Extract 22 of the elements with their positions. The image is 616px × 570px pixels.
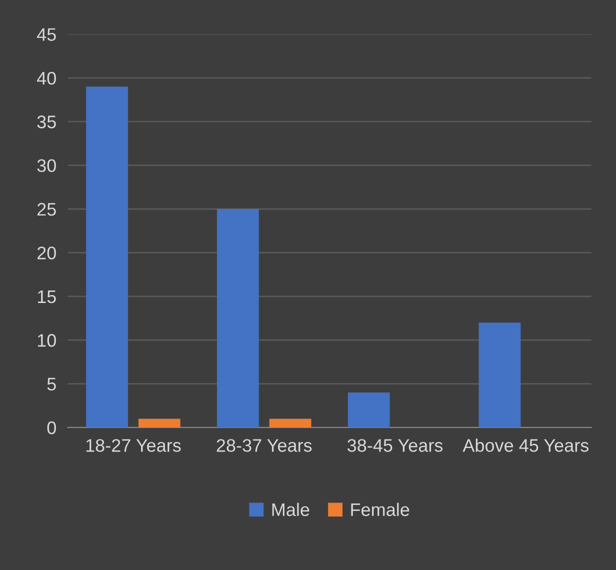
y-tick-label: 45	[36, 28, 56, 41]
y-tick-label: 30	[37, 159, 56, 172]
y-tick-label: 20	[37, 246, 56, 260]
bar	[86, 86, 128, 428]
x-tick-label: 38-45 Years	[348, 439, 443, 452]
y-tick-label: 10	[38, 334, 56, 347]
bar	[216, 209, 259, 428]
x-tick-label: 18-27 Years	[86, 439, 181, 452]
y-tick-label: 35	[37, 116, 56, 128]
bar	[269, 418, 312, 428]
x-tick-label: 28-37 Years	[216, 439, 312, 452]
legend-label: Female	[351, 502, 410, 516]
y-tick-label: 0	[47, 421, 56, 434]
y-tick-label: 25	[37, 202, 56, 216]
bar	[478, 322, 521, 428]
y-tick-label: 5	[47, 378, 56, 391]
x-tick-label: Above 45 Years	[462, 438, 589, 452]
bar	[348, 392, 390, 428]
legend-label: Male	[272, 502, 310, 516]
bar	[138, 418, 180, 428]
y-tick-label: 15	[38, 290, 56, 304]
y-tick-label: 40	[36, 72, 56, 85]
